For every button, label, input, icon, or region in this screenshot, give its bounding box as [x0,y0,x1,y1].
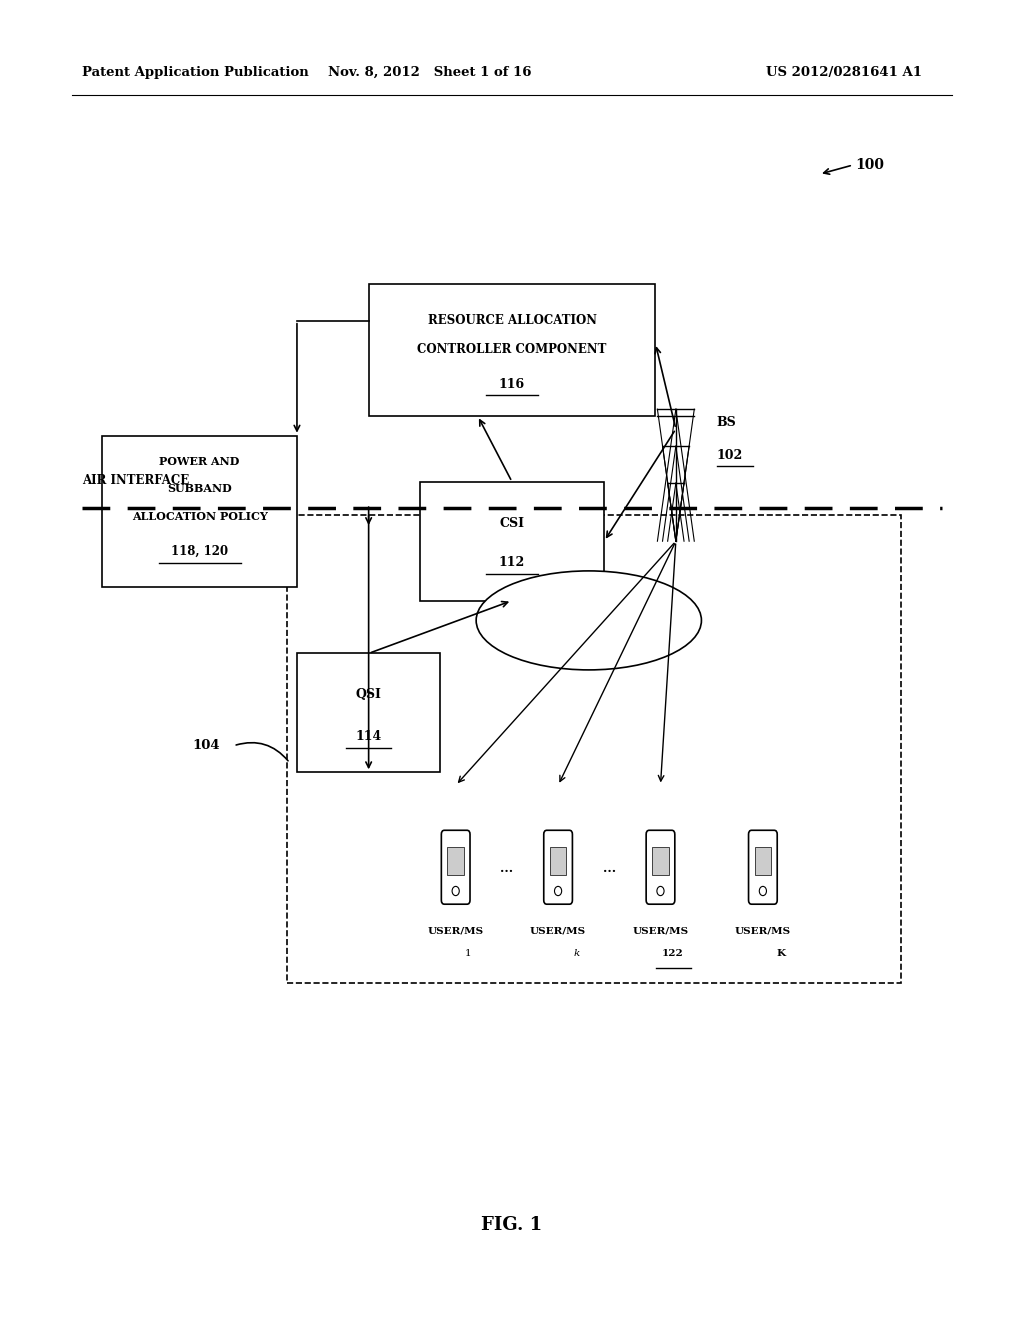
Ellipse shape [476,570,701,671]
Text: SUBBAND: SUBBAND [167,483,232,494]
Text: CONTROLLER COMPONENT: CONTROLLER COMPONENT [418,343,606,356]
FancyBboxPatch shape [755,847,771,875]
Text: QSI: QSI [355,689,382,701]
Text: Nov. 8, 2012   Sheet 1 of 16: Nov. 8, 2012 Sheet 1 of 16 [329,66,531,79]
FancyBboxPatch shape [297,653,440,772]
Text: 1: 1 [465,949,471,958]
Text: ALLOCATION POLICY: ALLOCATION POLICY [132,511,267,521]
Text: 114: 114 [355,730,382,743]
Text: K: K [777,949,785,958]
Text: USER/MS: USER/MS [428,927,483,936]
Text: USER/MS: USER/MS [735,927,791,936]
Text: 100: 100 [855,158,884,172]
FancyBboxPatch shape [550,847,566,875]
Text: FIG. 1: FIG. 1 [481,1216,543,1234]
FancyBboxPatch shape [544,830,572,904]
Text: 118, 120: 118, 120 [171,544,228,557]
Text: US 2012/0281641 A1: US 2012/0281641 A1 [766,66,922,79]
FancyBboxPatch shape [441,830,470,904]
Text: AIR INTERFACE: AIR INTERFACE [82,474,189,487]
Text: USER/MS: USER/MS [633,927,688,936]
Text: k: k [573,949,580,958]
Text: 104: 104 [193,739,220,752]
Text: BS: BS [717,416,736,429]
Text: POWER AND: POWER AND [160,455,240,467]
Text: 116: 116 [499,378,525,391]
Text: 112: 112 [499,556,525,569]
Text: 102: 102 [717,449,743,462]
FancyBboxPatch shape [646,830,675,904]
FancyBboxPatch shape [447,847,464,875]
Text: Patent Application Publication: Patent Application Publication [82,66,308,79]
Text: ...: ... [603,862,615,875]
FancyBboxPatch shape [420,482,604,601]
Text: ...: ... [501,862,513,875]
FancyBboxPatch shape [369,284,655,416]
FancyBboxPatch shape [102,436,297,587]
Text: RESOURCE ALLOCATION: RESOURCE ALLOCATION [427,314,597,327]
Text: 122: 122 [662,949,684,958]
FancyBboxPatch shape [287,515,901,983]
FancyBboxPatch shape [652,847,669,875]
Text: CSI: CSI [500,517,524,529]
FancyBboxPatch shape [749,830,777,904]
Text: USER/MS: USER/MS [530,927,586,936]
